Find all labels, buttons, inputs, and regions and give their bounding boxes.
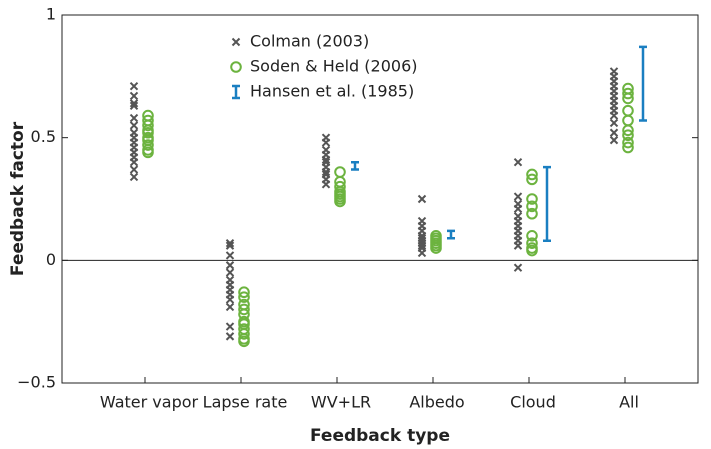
y-tick-label: 0.5 <box>31 127 56 146</box>
circle-marker <box>622 141 634 154</box>
x-tick-label: Water vapor <box>100 393 199 412</box>
cross-marker <box>225 241 235 250</box>
x-tick-label: Albedo <box>409 393 464 412</box>
circle-marker <box>526 200 538 213</box>
cross-marker <box>225 261 235 270</box>
x-tick-label: Lapse rate <box>203 393 288 412</box>
cross-marker <box>225 302 235 312</box>
circle-marker <box>526 168 538 181</box>
cross-marker <box>417 241 427 250</box>
circle-marker <box>526 244 538 257</box>
x-tick-label: All <box>619 393 639 412</box>
cross-marker <box>609 118 619 128</box>
y-tick-label: 0 <box>46 250 56 269</box>
error-bar <box>351 160 359 171</box>
cross-marker <box>513 241 523 250</box>
legend-marker <box>230 61 242 73</box>
cross-marker <box>417 248 427 258</box>
x-tick-label: Cloud <box>510 393 556 412</box>
plot-frame <box>61 14 699 384</box>
cross-marker <box>129 91 139 101</box>
legend-marker <box>232 84 240 100</box>
cross-marker <box>129 101 139 110</box>
circle-marker <box>526 237 538 249</box>
cross-marker <box>129 113 139 123</box>
circle-marker <box>526 230 538 242</box>
cross-marker <box>513 157 523 167</box>
y-axis-title: Feedback factor <box>8 121 28 276</box>
circle-marker <box>622 129 634 142</box>
circle-marker <box>238 328 250 340</box>
cross-marker <box>321 138 331 147</box>
cross-marker <box>225 322 235 331</box>
y-tick-label: −0.5 <box>17 373 56 392</box>
cross-marker <box>225 251 235 260</box>
error-bar <box>447 229 455 240</box>
cross-marker <box>129 172 139 182</box>
cross-marker <box>513 192 523 201</box>
legend-marker <box>231 37 241 47</box>
circle-marker <box>526 207 538 220</box>
x-axis-title: Feedback type <box>310 426 450 446</box>
circle-marker <box>238 335 250 348</box>
error-bar <box>543 165 551 242</box>
circle-marker <box>334 195 346 208</box>
cross-marker <box>513 204 523 214</box>
circle-marker <box>142 119 154 132</box>
cross-marker <box>321 155 331 164</box>
cross-marker <box>225 238 235 248</box>
circle-marker <box>238 291 250 303</box>
circle-marker <box>622 104 634 117</box>
cross-marker <box>609 135 619 145</box>
circle-marker <box>238 303 250 316</box>
circle-marker <box>526 173 538 186</box>
cross-marker <box>225 332 235 341</box>
circle-marker <box>142 126 154 139</box>
circle-marker <box>622 136 634 149</box>
circle-marker <box>622 92 634 105</box>
cross-marker <box>321 180 331 189</box>
cross-marker <box>417 194 427 204</box>
cross-marker <box>129 99 139 108</box>
cross-marker <box>129 165 139 174</box>
y-tick-label: 1 <box>46 5 56 24</box>
circle-marker <box>622 114 634 127</box>
cross-marker <box>225 295 235 304</box>
cross-marker <box>609 128 619 137</box>
circle-marker <box>430 242 442 254</box>
legend-label: Colman (2003) <box>250 32 369 51</box>
legend-label: Hansen et al. (1985) <box>250 82 414 101</box>
cross-marker <box>129 81 139 91</box>
legend-label: Soden & Held (2006) <box>250 57 418 76</box>
circle-marker <box>142 146 154 159</box>
cross-marker <box>609 111 619 120</box>
cross-marker <box>321 167 331 177</box>
cross-marker <box>129 157 139 167</box>
x-tick-label: WV+LR <box>311 393 371 412</box>
circle-marker <box>142 139 154 151</box>
circle-marker <box>238 286 250 299</box>
cross-marker <box>225 268 235 277</box>
circle-marker <box>526 193 538 205</box>
cross-marker <box>129 121 139 130</box>
error-bar <box>639 45 647 122</box>
circle-marker <box>622 124 634 137</box>
circle-marker <box>334 166 346 178</box>
circle-marker <box>622 87 634 100</box>
cross-marker <box>513 263 523 272</box>
